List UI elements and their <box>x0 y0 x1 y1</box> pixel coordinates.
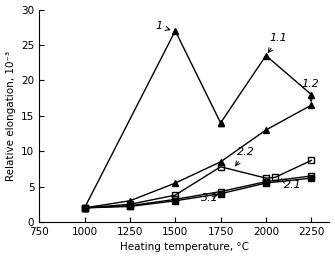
Y-axis label: Relative elongation, 10⁻³: Relative elongation, 10⁻³ <box>6 51 15 181</box>
Text: 2.2: 2.2 <box>236 147 255 166</box>
Text: 3.1: 3.1 <box>201 193 218 203</box>
Text: 1.1: 1.1 <box>268 34 287 52</box>
Text: 1.2: 1.2 <box>301 79 319 101</box>
Text: 1: 1 <box>155 21 170 31</box>
X-axis label: Heating temperature, °C: Heating temperature, °C <box>120 243 249 252</box>
Text: 2.1: 2.1 <box>281 179 302 190</box>
